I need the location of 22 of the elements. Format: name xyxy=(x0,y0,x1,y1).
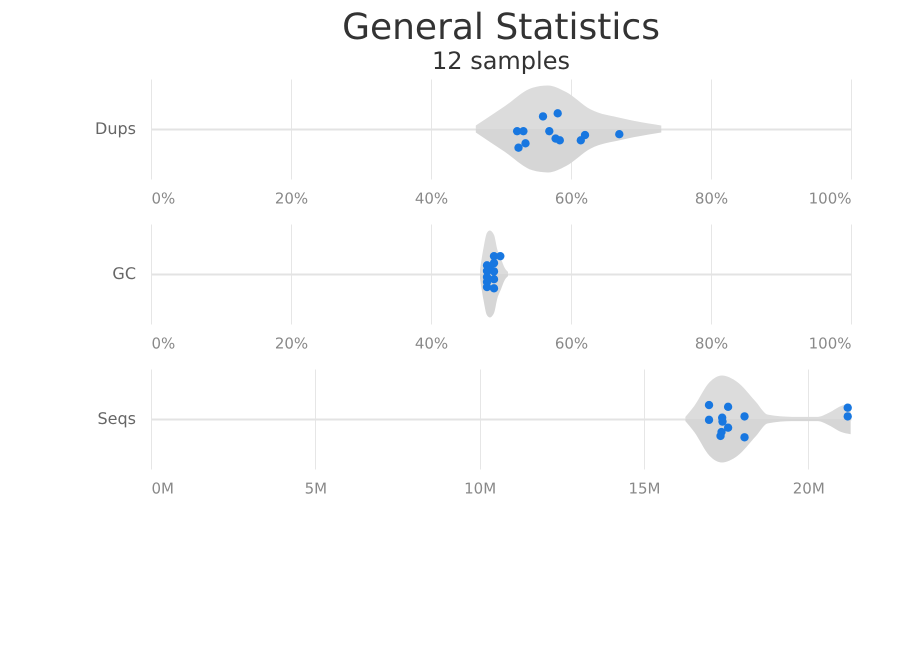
x-tick-label: 100% xyxy=(808,190,852,208)
x-tick-label: 80% xyxy=(694,190,728,208)
y-axis-title: Seqs xyxy=(98,409,136,428)
x-tick-label: 40% xyxy=(414,190,448,208)
x-tick-label: 0% xyxy=(152,190,176,208)
x-tick-label: 0M xyxy=(152,480,174,498)
x-tick-label: 20% xyxy=(274,190,308,208)
y-axis-title: Dups xyxy=(95,119,136,138)
x-tick-label: 60% xyxy=(554,334,588,352)
x-tick-label: 40% xyxy=(414,334,448,352)
x-tick-label: 20M xyxy=(792,480,825,498)
x-tick-label: 20% xyxy=(274,334,308,352)
x-tick-label: 60% xyxy=(554,190,588,208)
x-tick-label: 15M xyxy=(628,480,660,498)
x-tick-label: 100% xyxy=(808,334,852,352)
x-tick-label: 80% xyxy=(694,334,728,352)
chart-subtitle: 12 samples xyxy=(432,47,570,75)
y-axis-title: GC xyxy=(112,264,136,283)
x-tick-label: 5M xyxy=(304,480,328,498)
chart-title: General Statistics xyxy=(342,7,660,48)
x-tick-label: 10M xyxy=(464,480,496,498)
x-tick-label: 0% xyxy=(152,334,176,352)
